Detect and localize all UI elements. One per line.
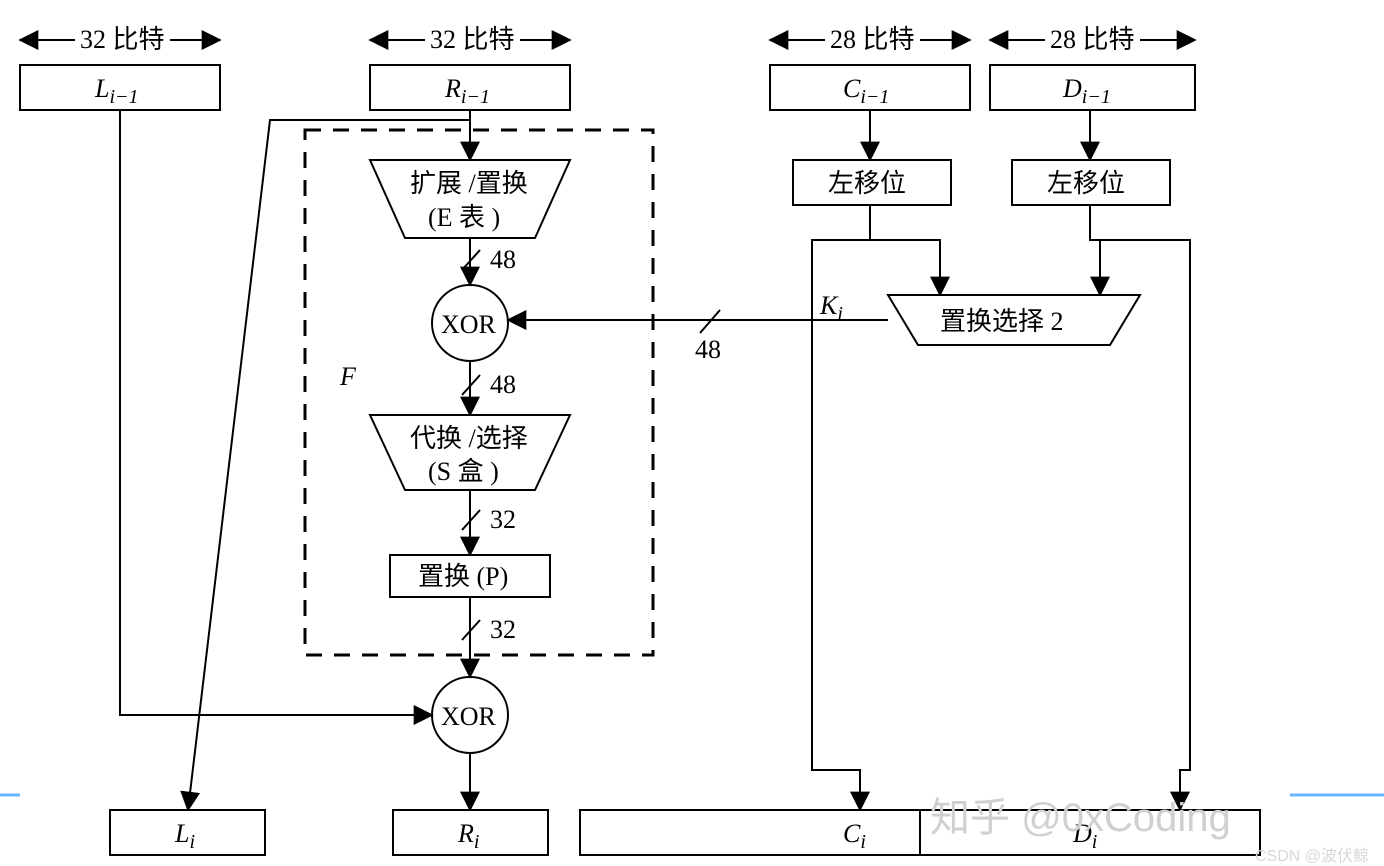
bitwidth-C: 28 比特 <box>770 20 970 54</box>
node-shift-C: 左移位 <box>793 160 951 205</box>
node-P-perm: 置换 (P) <box>390 555 550 597</box>
edge-shiftD-PC2 <box>1090 205 1100 295</box>
node-S-box: 代换 /选择 (S 盒 ) <box>370 415 570 490</box>
node-XOR2: XOR <box>432 677 508 753</box>
node-R-prev: Ri−1 <box>370 65 570 110</box>
bus-32-after-S: 32 <box>490 505 516 534</box>
svg-text:扩展 /置换: 扩展 /置换 <box>410 169 528 198</box>
bus-48-after-E: 48 <box>490 245 516 274</box>
bitwidth-D-label: 28 比特 <box>1050 25 1135 54</box>
bus-48-key: 48 <box>695 335 721 364</box>
node-D-prev: Di−1 <box>990 65 1195 110</box>
node-PC2: 置换选择 2 <box>888 295 1140 345</box>
ki-label: Ki <box>819 291 843 325</box>
node-C-prev: Ci−1 <box>770 65 970 110</box>
node-E-table: 扩展 /置换 (E 表 ) <box>370 160 570 238</box>
bitwidth-R-label: 32 比特 <box>430 25 515 54</box>
node-L-prev: Li−1 <box>20 65 220 110</box>
svg-text:左移位: 左移位 <box>828 169 906 198</box>
svg-text:置换 (P): 置换 (P) <box>418 562 508 591</box>
svg-text:(S 盒 ): (S 盒 ) <box>428 457 499 486</box>
bitwidth-D: 28 比特 <box>990 20 1195 54</box>
bus-48-after-XOR1: 48 <box>490 370 516 399</box>
bitwidth-R: 32 比特 <box>370 20 570 54</box>
svg-text:XOR: XOR <box>441 702 497 731</box>
edge-Lprev-XOR2 <box>120 110 432 715</box>
svg-text:XOR: XOR <box>441 310 497 339</box>
des-round-flowchart: 32 比特 32 比特 28 比特 28 比特 Li−1 Ri−1 Ci−1 D… <box>0 0 1384 862</box>
svg-text:代换 /选择: 代换 /选择 <box>410 424 528 453</box>
bitwidth-C-label: 28 比特 <box>830 25 915 54</box>
node-XOR1: XOR <box>432 285 508 361</box>
bus-slash-ki <box>700 310 720 333</box>
f-label: F <box>339 362 357 391</box>
node-shift-D: 左移位 <box>1012 160 1170 205</box>
node-L-next: Li <box>110 810 265 855</box>
node-D-next: Di <box>920 810 1260 855</box>
edge-shiftC-Cnext <box>812 240 870 810</box>
bitwidth-L: 32 比特 <box>20 20 220 54</box>
node-C-next: Ci <box>580 810 920 855</box>
svg-text:左移位: 左移位 <box>1047 169 1125 198</box>
bitwidth-L-label: 32 比特 <box>80 25 165 54</box>
svg-text:置换选择 2: 置换选择 2 <box>940 307 1064 336</box>
bus-32-after-P: 32 <box>490 615 516 644</box>
node-R-next: Ri <box>393 810 548 855</box>
edge-shiftC-PC2 <box>870 205 940 295</box>
svg-text:(E 表 ): (E 表 ) <box>428 203 500 232</box>
